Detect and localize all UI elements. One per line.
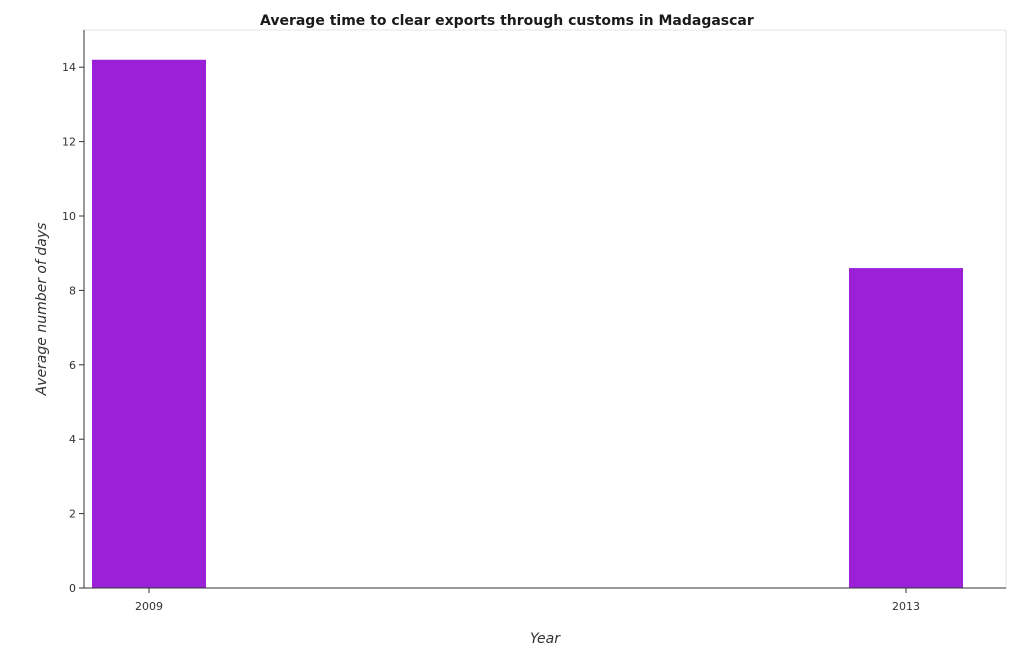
x-tick-label: 2009 <box>135 600 163 613</box>
y-axis-ticks: 0 2 4 6 8 10 12 14 <box>62 61 84 595</box>
bars-group <box>92 59 963 588</box>
chart-title: Average time to clear exports through cu… <box>260 13 754 29</box>
y-tick-label: 4 <box>69 433 76 446</box>
y-axis-label: Average number of days <box>34 223 50 397</box>
x-tick-label: 2013 <box>892 600 920 613</box>
y-tick-label: 2 <box>69 508 76 521</box>
y-tick-label: 14 <box>62 61 76 74</box>
y-tick-label: 6 <box>69 359 76 372</box>
x-axis-label: Year <box>530 631 561 647</box>
y-tick-label: 12 <box>62 136 76 149</box>
bar-2009 <box>92 59 206 588</box>
y-tick-label: 0 <box>69 582 76 595</box>
y-tick-label: 10 <box>62 210 76 223</box>
x-axis-ticks: 2009 2013 <box>135 588 920 613</box>
y-tick-label: 8 <box>69 284 76 297</box>
bar-2013 <box>849 268 963 588</box>
